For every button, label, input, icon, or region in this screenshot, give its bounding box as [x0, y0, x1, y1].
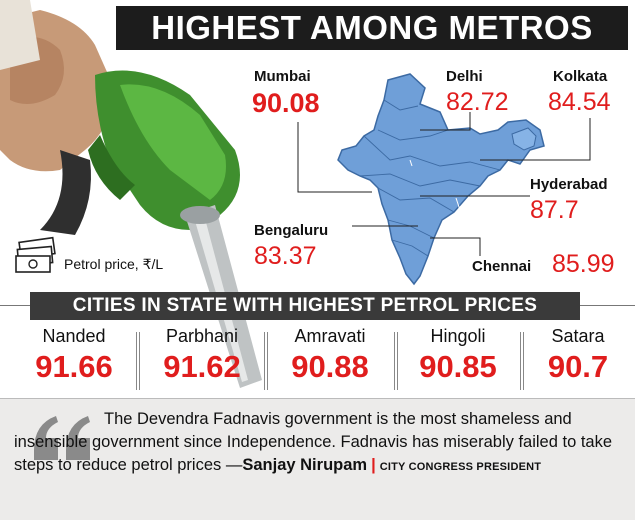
column-divider [520, 332, 524, 390]
state-city-price: 91.66 [35, 349, 113, 384]
band-rule-left [0, 305, 30, 306]
state-city-price: 90.85 [419, 349, 497, 384]
quote-mark-icon [34, 416, 90, 460]
metro-price-chennai: 85.99 [552, 250, 615, 278]
quote-author: Sanjay Nirupam [242, 456, 368, 474]
state-city-name: Hingoli [430, 326, 486, 346]
state-city-hingoli: Hingoli 90.85 [400, 322, 516, 394]
metro-price-kolkata: 84.54 [548, 88, 611, 116]
metro-price-bengaluru: 83.37 [254, 242, 317, 270]
state-city-price: 90.88 [291, 349, 369, 384]
state-city-price: 91.62 [163, 349, 241, 384]
column-divider [394, 332, 398, 390]
state-city-name: Amravati [294, 326, 366, 346]
state-city-price: 90.7 [547, 349, 609, 384]
cash-stack-icon [15, 236, 56, 273]
metro-price-delhi: 82.72 [446, 88, 509, 116]
quote-text: The Devendra Fadnavis government is the … [14, 410, 613, 474]
metro-price-hyderabad: 87.7 [530, 196, 579, 224]
headline: HIGHEST AMONG METROS [116, 6, 628, 50]
metro-price-mumbai: 90.08 [252, 88, 320, 118]
state-city-name: Satara [551, 326, 605, 346]
quote-text-block: The Devendra Fadnavis government is the … [14, 408, 626, 479]
band-rule-right [580, 305, 635, 306]
state-cities-row: Nanded 91.66 Parbhani 91.62 Amravati 90.… [0, 322, 635, 394]
state-city-name: Nanded [42, 326, 106, 346]
state-city-satara: Satara 90.7 [526, 322, 630, 394]
legend-label: Petrol price, ₹/L [64, 256, 164, 272]
metro-city-bengaluru: Bengaluru [254, 222, 329, 239]
quote-separator: | [371, 456, 376, 474]
column-divider [136, 332, 140, 390]
state-city-parbhani: Parbhani 91.62 [142, 322, 262, 394]
metro-city-chennai: Chennai [472, 258, 532, 275]
quote-author-role: CITY CONGRESS PRESIDENT [379, 461, 542, 473]
state-section-title: CITIES IN STATE WITH HIGHEST PETROL PRIC… [30, 292, 580, 320]
state-city-name: Parbhani [165, 326, 239, 346]
state-city-amravati: Amravati 90.88 [270, 322, 390, 394]
metro-city-mumbai: Mumbai [254, 68, 311, 85]
metro-city-delhi: Delhi [446, 68, 483, 85]
metro-city-hyderabad: Hyderabad [530, 176, 608, 193]
state-city-nanded: Nanded 91.66 [14, 322, 134, 394]
metro-city-kolkata: Kolkata [553, 68, 608, 85]
fuel-nozzle-illustration [0, 0, 262, 388]
column-divider [264, 332, 268, 390]
quote-box [0, 398, 635, 520]
